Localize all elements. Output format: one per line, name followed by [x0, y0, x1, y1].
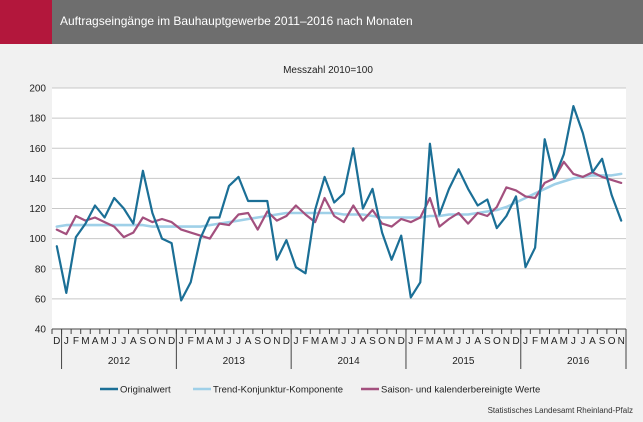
- series-lines: [55, 104, 623, 302]
- month-label: A: [130, 336, 137, 347]
- month-label: J: [466, 336, 471, 347]
- y-tick-label: 80: [35, 264, 47, 275]
- month-label: J: [523, 336, 528, 347]
- source-note: Statistisches Landesamt Rheinland-Pfalz: [487, 406, 633, 415]
- series-line-2: [55, 160, 623, 240]
- month-label: F: [73, 336, 79, 347]
- month-label: M: [426, 336, 434, 347]
- y-tick-label: 180: [29, 114, 46, 125]
- year-label: 2013: [223, 356, 246, 367]
- year-label: 2015: [452, 356, 475, 367]
- month-label: F: [417, 336, 423, 347]
- legend-label: Trend-Konjunktur-Komponente: [213, 385, 343, 396]
- y-tick-label: 140: [29, 174, 46, 185]
- header-bar: Auftragseingänge im Bauhauptgewerbe 2011…: [0, 0, 643, 44]
- year-label: 2014: [337, 356, 360, 367]
- month-label: S: [254, 336, 261, 347]
- month-label: M: [311, 336, 319, 347]
- month-label: S: [369, 336, 376, 347]
- month-label: A: [245, 336, 252, 347]
- y-axis: 40 60 80 100 120 140 160 180 200: [29, 84, 46, 336]
- month-label: J: [341, 336, 346, 347]
- month-label: M: [100, 336, 108, 347]
- month-label: A: [321, 336, 328, 347]
- month-label: J: [236, 336, 241, 347]
- legend: Originalwert Trend-Konjunktur-Komponente S…: [100, 385, 540, 396]
- chart-title: Messzahl 2010=100: [283, 65, 373, 76]
- month-label: M: [81, 336, 89, 347]
- month-label: O: [493, 336, 501, 347]
- month-label: M: [196, 336, 204, 347]
- month-label: A: [207, 336, 214, 347]
- month-label: D: [53, 336, 60, 347]
- month-label: J: [293, 336, 298, 347]
- month-label: M: [541, 336, 549, 347]
- month-label: A: [360, 336, 367, 347]
- month-label: D: [168, 336, 175, 347]
- y-tick-label: 160: [29, 144, 46, 155]
- month-label: D: [512, 336, 519, 347]
- month-label: O: [378, 336, 386, 347]
- month-label: N: [273, 336, 280, 347]
- month-label: N: [618, 336, 625, 347]
- month-label: J: [580, 336, 585, 347]
- month-label: F: [532, 336, 538, 347]
- month-label: J: [226, 336, 231, 347]
- y-tick-label: 60: [35, 294, 47, 305]
- legend-label: Saison- und kalenderbereinigte Werte: [381, 385, 540, 396]
- month-label: N: [503, 336, 510, 347]
- month-label: A: [436, 336, 443, 347]
- month-label: M: [330, 336, 338, 347]
- month-label: J: [456, 336, 461, 347]
- line-chart: Messzahl 2010=100 40 60 80 100 120 140 160 180 2…: [29, 65, 627, 396]
- accent-block: [0, 0, 52, 44]
- month-label: S: [140, 336, 147, 347]
- month-label: S: [599, 336, 606, 347]
- month-label: O: [149, 336, 157, 347]
- month-label: J: [179, 336, 184, 347]
- month-label: M: [215, 336, 223, 347]
- year-label: 2016: [567, 356, 590, 367]
- month-label: J: [408, 336, 413, 347]
- month-label: J: [571, 336, 576, 347]
- month-label: F: [302, 336, 308, 347]
- legend-label: Originalwert: [120, 385, 171, 396]
- month-label: O: [263, 336, 271, 347]
- y-tick-label: 40: [35, 325, 47, 336]
- year-label: 2012: [108, 356, 131, 367]
- month-label: J: [351, 336, 356, 347]
- month-label: N: [388, 336, 395, 347]
- y-tick-label: 100: [29, 234, 46, 245]
- series-line-0: [55, 104, 623, 302]
- month-label: A: [589, 336, 596, 347]
- month-label: A: [92, 336, 99, 347]
- month-label: J: [112, 336, 117, 347]
- month-label: J: [121, 336, 126, 347]
- month-label: M: [445, 336, 453, 347]
- page-title: Auftragseingänge im Bauhauptgewerbe 2011…: [60, 14, 413, 28]
- month-label: D: [398, 336, 405, 347]
- grid-lines: [52, 87, 626, 330]
- month-label: S: [484, 336, 491, 347]
- month-label: A: [551, 336, 558, 347]
- month-label: A: [474, 336, 481, 347]
- month-label: M: [560, 336, 568, 347]
- month-label: J: [64, 336, 69, 347]
- y-tick-label: 120: [29, 204, 46, 215]
- y-tick-label: 200: [29, 84, 46, 95]
- month-label: N: [158, 336, 165, 347]
- month-label: F: [188, 336, 194, 347]
- month-label: D: [283, 336, 290, 347]
- month-label: O: [608, 336, 616, 347]
